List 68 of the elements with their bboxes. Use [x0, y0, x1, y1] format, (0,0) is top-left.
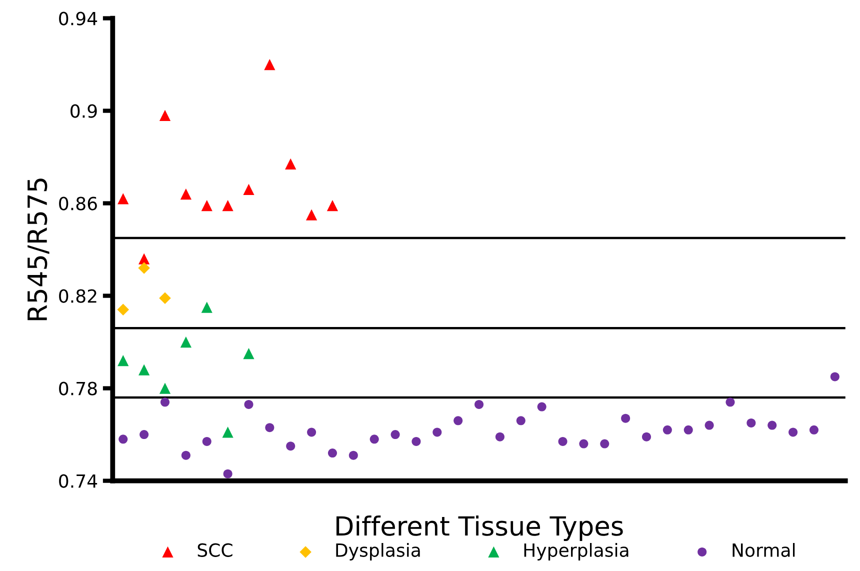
legend-label: Dysplasia: [336, 542, 420, 560]
x-axis-title: Different Tissue Types: [336, 516, 623, 542]
point: [746, 418, 756, 428]
point: [285, 158, 296, 170]
point: [412, 436, 421, 446]
point: [662, 425, 672, 434]
point: [140, 430, 149, 440]
y-tick-label: 0.9: [70, 104, 97, 118]
point: [704, 420, 714, 430]
point: [201, 302, 212, 313]
legend-label: SCC: [198, 543, 232, 557]
point: [328, 448, 337, 458]
point: [830, 372, 840, 382]
point: [160, 398, 170, 407]
point: [306, 209, 318, 220]
point: [726, 398, 735, 407]
point: [201, 200, 212, 212]
point: [202, 436, 212, 446]
point: [118, 193, 129, 204]
point: [222, 426, 234, 438]
y-tick-label: 0.94: [59, 12, 98, 26]
point: [348, 450, 358, 460]
point: [390, 430, 400, 440]
point: [537, 402, 546, 412]
legend-label: Normal: [732, 542, 795, 557]
point: [138, 262, 150, 274]
point: [159, 382, 171, 394]
point: [788, 428, 798, 437]
point: [516, 416, 526, 426]
point: [264, 58, 276, 70]
y-tick-label: 0.86: [59, 196, 97, 210]
point: [118, 434, 128, 444]
point: [118, 354, 129, 366]
point: [180, 188, 192, 200]
point: [558, 436, 568, 446]
point: [326, 200, 338, 212]
point: [243, 184, 254, 195]
point: [621, 414, 630, 423]
point: [138, 364, 150, 376]
point: [600, 439, 610, 448]
point: [117, 304, 130, 316]
point: [768, 420, 777, 430]
point: [223, 469, 232, 478]
point: [454, 416, 463, 426]
point: [222, 200, 234, 212]
y-tick-label: 0.78: [59, 382, 97, 396]
point: [286, 442, 296, 451]
point: [495, 432, 504, 442]
point: [432, 428, 442, 437]
point: [265, 423, 274, 432]
point: [642, 432, 652, 442]
point: [684, 425, 693, 434]
point: [138, 253, 150, 264]
point: [180, 336, 192, 348]
point: [159, 110, 171, 121]
point: [370, 434, 379, 444]
point: [181, 450, 190, 460]
point: [809, 425, 818, 434]
point: [579, 439, 588, 448]
y-axis-title: R545/R575: [28, 178, 50, 320]
point: [307, 428, 316, 437]
point: [159, 292, 171, 304]
y-tick-label: 0.74: [59, 474, 98, 488]
y-tick-label: 0.82: [59, 289, 96, 303]
point: [243, 348, 254, 360]
point: [244, 400, 254, 409]
point: [474, 400, 484, 409]
legend-label: Hyperplasia: [524, 542, 628, 560]
